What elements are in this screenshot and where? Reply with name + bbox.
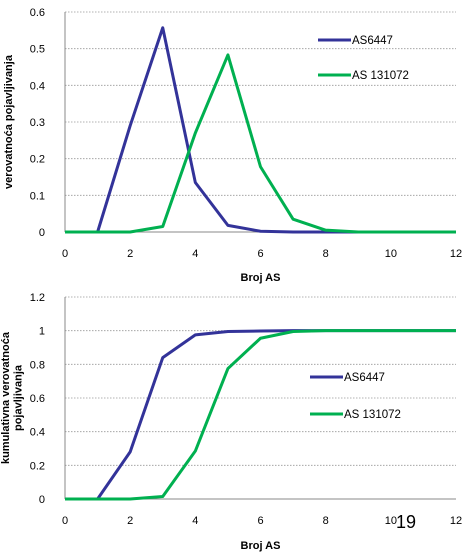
y-tick-label: 0.4 bbox=[30, 427, 45, 439]
x-tick-label: 6 bbox=[257, 515, 263, 527]
y-tick-label: 0.6 bbox=[30, 7, 45, 19]
page-number: 19 bbox=[396, 512, 417, 532]
y-axis-title: verovatnoća pojavljivanja bbox=[3, 54, 15, 189]
x-tick-label: 4 bbox=[192, 248, 198, 260]
x-tick-label: 8 bbox=[323, 515, 329, 527]
y-tick-label: 1.2 bbox=[30, 292, 45, 304]
y-tick-label: 0.5 bbox=[30, 44, 45, 56]
legend-label: AS6447 bbox=[344, 372, 385, 384]
y-tick-label: 1 bbox=[39, 326, 45, 338]
y-tick-label: 0.2 bbox=[30, 154, 45, 166]
series-line-1 bbox=[65, 53, 456, 234]
x-tick-label: 6 bbox=[257, 248, 263, 260]
series-line-1 bbox=[65, 329, 456, 501]
y-tick-label: 0.3 bbox=[30, 117, 45, 129]
series-line-0 bbox=[65, 26, 456, 234]
x-tick-label: 8 bbox=[323, 248, 329, 260]
y-tick-label: 0.6 bbox=[30, 393, 45, 405]
x-tick-label: 12 bbox=[450, 248, 462, 260]
y-tick-label: 0.8 bbox=[30, 359, 45, 371]
y-tick-label: 0 bbox=[39, 227, 45, 239]
x-tick-label: 10 bbox=[385, 515, 397, 527]
x-axis-title: Broj AS bbox=[241, 272, 281, 284]
x-tick-label: 0 bbox=[62, 248, 68, 260]
y-tick-label: 0.1 bbox=[30, 190, 45, 202]
x-tick-label: 2 bbox=[127, 248, 133, 260]
x-tick-label: 4 bbox=[192, 515, 198, 527]
legend-label: AS 131072 bbox=[344, 409, 401, 421]
y-tick-label: 0 bbox=[39, 494, 45, 506]
x-tick-label: 10 bbox=[385, 248, 397, 260]
x-tick-label: 0 bbox=[62, 515, 68, 527]
x-tick-label: 2 bbox=[127, 515, 133, 527]
legend-label: AS 131072 bbox=[352, 70, 409, 82]
y-tick-label: 0.4 bbox=[30, 80, 45, 92]
y-axis-title: kumulativna verovatnoćapojavljivanja bbox=[0, 331, 25, 464]
x-tick-label: 12 bbox=[450, 515, 462, 527]
x-axis-title: Broj AS bbox=[241, 540, 281, 552]
y-tick-label: 0.2 bbox=[30, 460, 45, 472]
legend-label: AS6447 bbox=[352, 35, 393, 47]
